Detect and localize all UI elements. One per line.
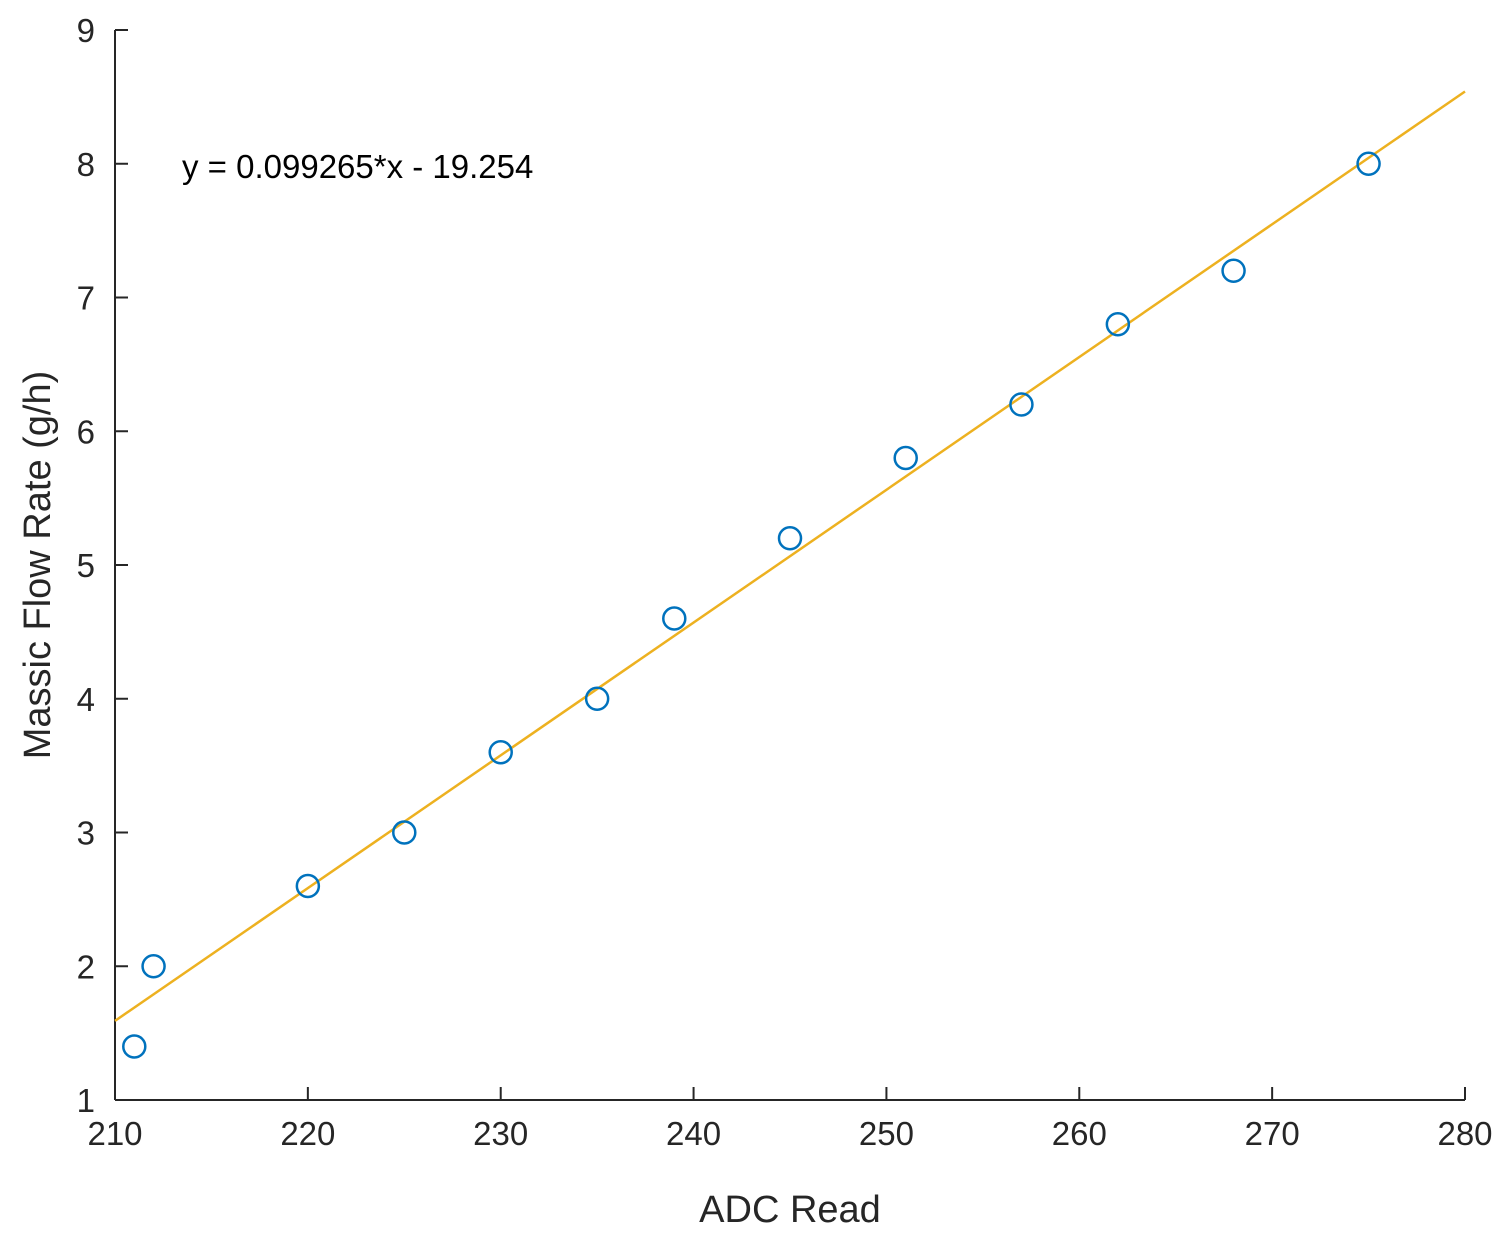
fit-line-group (114, 90, 1466, 1022)
data-point (1105, 312, 1131, 337)
y-axis-title: Massic Flow Rate (g/h) (17, 371, 59, 760)
y-tick-label: 7 (77, 280, 95, 317)
data-point (1356, 151, 1381, 176)
data-point (392, 820, 417, 845)
data-point (1009, 392, 1034, 417)
data-point (584, 686, 610, 711)
y-tick-label: 9 (77, 12, 95, 49)
data-point (662, 606, 687, 631)
data-point (488, 740, 513, 765)
axes: 210 220 230 240 250 260 270 280 1 2 3 4 5 6 7 8 9 (77, 12, 1493, 1152)
x-axis-title: ADC Read (699, 1189, 881, 1231)
y-tick-label: 3 (77, 815, 95, 852)
data-point (122, 1034, 147, 1059)
fit-equation: y = 0.099265*x - 19.254 (182, 148, 533, 185)
fit-line (114, 90, 1466, 1022)
data-points (122, 151, 1381, 1059)
x-tick-label: 230 (473, 1115, 528, 1152)
x-tick-label: 240 (666, 1115, 721, 1152)
x-tick-label: 260 (1052, 1115, 1107, 1152)
y-tick-label: 6 (77, 413, 95, 450)
y-tick-label: 5 (77, 547, 95, 584)
x-tick-label: 270 (1245, 1115, 1300, 1152)
x-tick-label: 280 (1437, 1115, 1492, 1152)
y-tick-label: 1 (77, 1082, 95, 1119)
data-point (141, 954, 166, 979)
data-point (295, 873, 321, 899)
data-point (777, 526, 803, 551)
y-tick-label: 2 (77, 948, 95, 985)
data-point (1221, 258, 1246, 283)
x-tick-label: 250 (859, 1115, 914, 1152)
y-tick-label: 8 (77, 146, 95, 183)
x-tick-label: 220 (280, 1115, 335, 1152)
x-tick-label: 210 (87, 1115, 142, 1152)
y-tick-label: 4 (77, 681, 95, 718)
data-point (893, 445, 918, 471)
